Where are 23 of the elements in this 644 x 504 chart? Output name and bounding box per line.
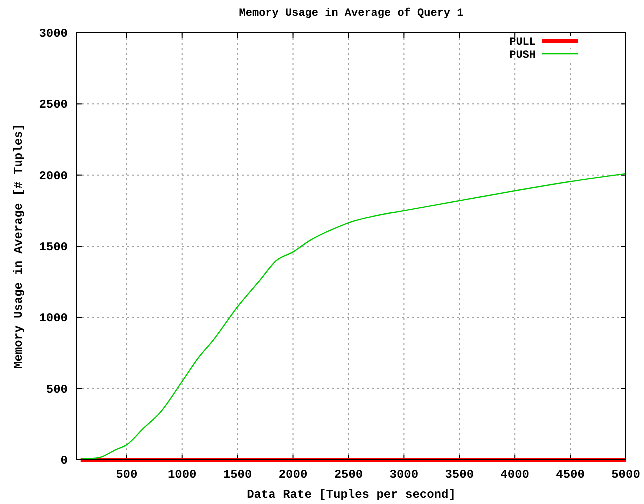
x-tick-label: 4500 — [556, 468, 585, 482]
legend-label: PULL — [510, 37, 536, 49]
x-tick-label: 3500 — [445, 468, 474, 482]
x-tick-label: 1000 — [168, 468, 197, 482]
x-axis-title: Data Rate [Tuples per second] — [247, 488, 456, 502]
legend-label: PUSH — [510, 50, 536, 62]
x-tick-label: 3000 — [390, 468, 419, 482]
y-tick-label: 1500 — [39, 240, 68, 254]
y-tick-label: 3000 — [39, 27, 68, 41]
chart-title: Memory Usage in Average of Query 1 — [239, 7, 464, 20]
y-tick-label: 2500 — [39, 98, 68, 112]
x-tick-label: 1500 — [223, 468, 252, 482]
y-axis-title: Memory Usage in Average [# Tuples] — [12, 124, 26, 369]
y-tick-label: 2000 — [39, 169, 68, 184]
y-tick-label: 500 — [46, 382, 68, 397]
y-tick-label: 1000 — [39, 312, 68, 326]
x-tick-label: 2000 — [278, 468, 308, 482]
x-tick-label: 2500 — [334, 468, 364, 482]
x-tick-label: 5000 — [612, 468, 640, 482]
line-series — [80, 173, 627, 460]
x-tick-label: 4000 — [500, 468, 530, 482]
x-tick-label: 500 — [116, 468, 138, 482]
y-tick-label: 0 — [60, 454, 68, 468]
